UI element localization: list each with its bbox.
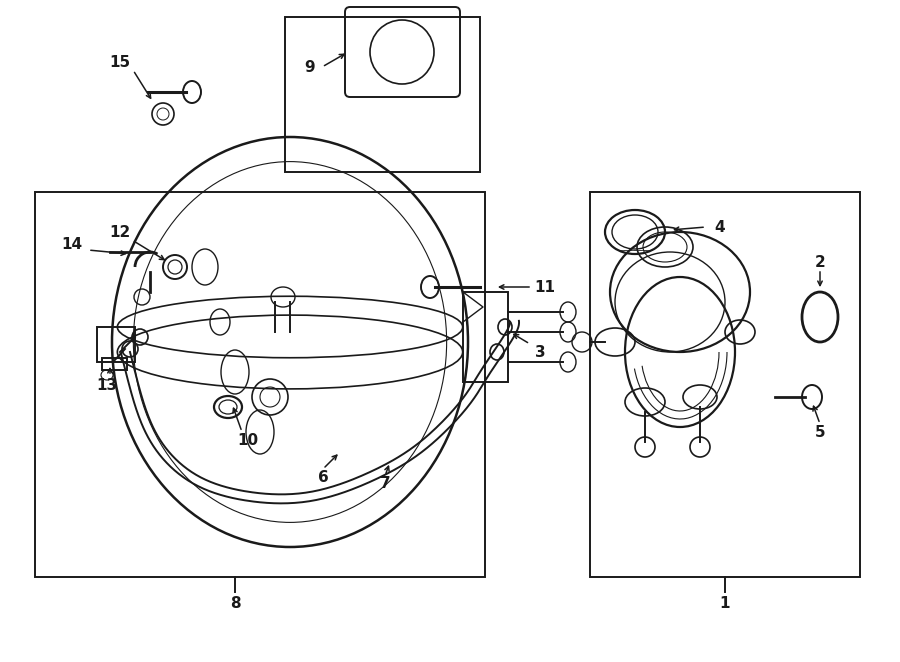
Text: 7: 7 [380,477,391,491]
Bar [463,292,508,382]
Text: 11: 11 [535,279,555,295]
Text: 2: 2 [814,254,825,269]
Bar [590,192,860,577]
Text: 5: 5 [814,424,825,440]
Text: 1: 1 [720,596,730,612]
Text: 4: 4 [715,220,725,234]
Text: 6: 6 [318,469,328,485]
Text: 12: 12 [110,224,130,240]
Text: 10: 10 [238,432,258,448]
Bar [35,192,485,577]
Text: 8: 8 [230,596,240,612]
Text: 13: 13 [96,377,118,393]
Bar [102,358,127,370]
Text: 3: 3 [535,344,545,359]
Bar [97,327,135,362]
Text: 9: 9 [305,60,315,75]
Text: 14: 14 [61,236,83,252]
Bar [285,17,480,172]
Text: 15: 15 [110,54,130,70]
